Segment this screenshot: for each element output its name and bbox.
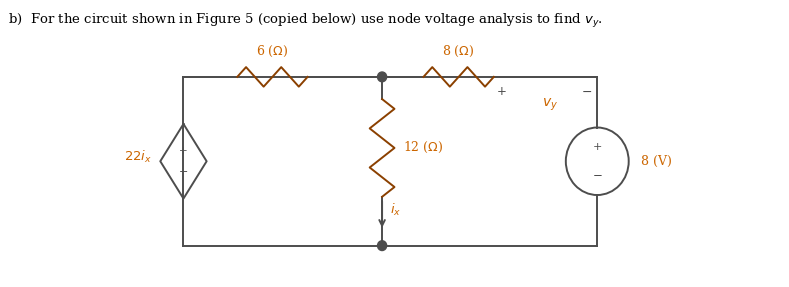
Text: $i_x$: $i_x$ bbox=[391, 202, 402, 218]
Text: $22i_x$: $22i_x$ bbox=[124, 149, 152, 165]
Text: $v_y$: $v_y$ bbox=[541, 97, 558, 113]
Text: b)  For the circuit shown in Figure 5 (copied below) use node voltage analysis t: b) For the circuit shown in Figure 5 (co… bbox=[8, 12, 603, 30]
Text: −: − bbox=[582, 86, 593, 98]
Text: +: + bbox=[593, 142, 602, 152]
Text: +: + bbox=[179, 146, 188, 156]
Text: 6 ($\Omega$): 6 ($\Omega$) bbox=[256, 44, 289, 59]
Circle shape bbox=[377, 72, 387, 82]
Text: −: − bbox=[179, 167, 188, 177]
Text: 12 ($\Omega$): 12 ($\Omega$) bbox=[402, 140, 443, 156]
Text: 8 (V): 8 (V) bbox=[641, 155, 672, 168]
Circle shape bbox=[377, 241, 387, 251]
Text: 8 ($\Omega$): 8 ($\Omega$) bbox=[443, 44, 475, 59]
Text: −: − bbox=[593, 169, 602, 182]
Text: +: + bbox=[497, 86, 507, 98]
